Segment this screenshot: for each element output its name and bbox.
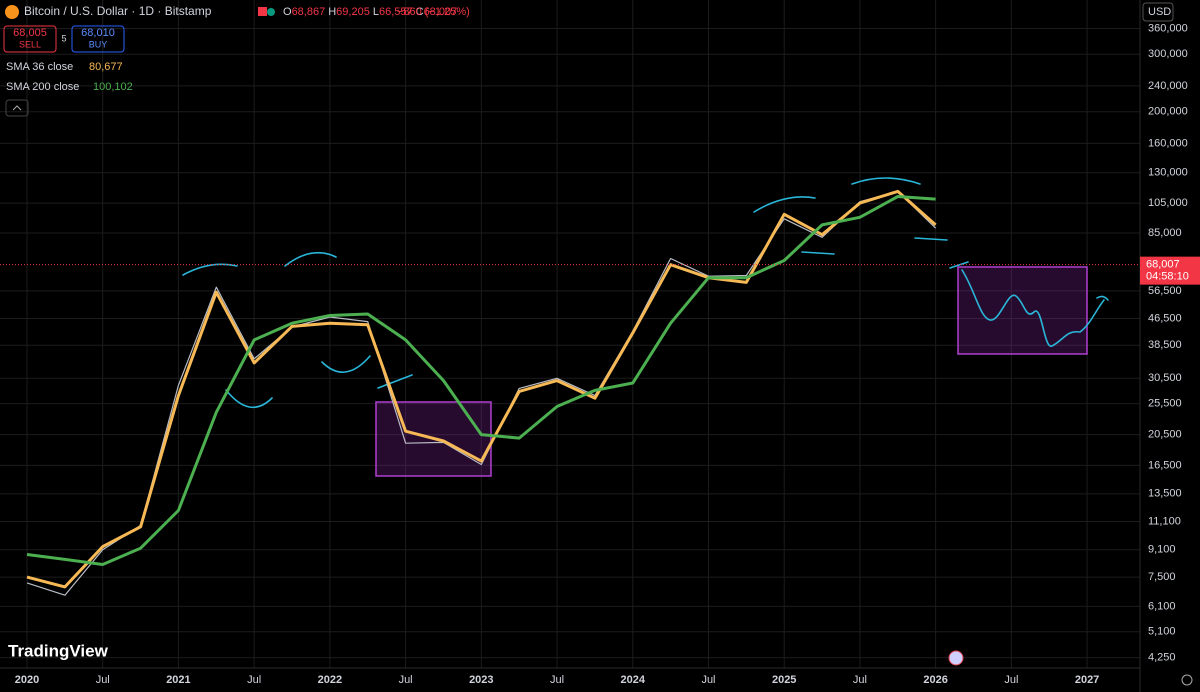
price-tag (1140, 256, 1200, 285)
y-tick-label: 240,000 (1148, 80, 1188, 92)
ohlc-label: C (416, 6, 424, 18)
drawn-arc (225, 389, 273, 408)
countdown: 04:58:10 (1146, 271, 1189, 283)
drawn-box (957, 266, 1088, 355)
currency-button[interactable] (1142, 2, 1174, 22)
x-tick-label: 2020 (15, 674, 39, 686)
y-tick-label: 360,000 (1148, 22, 1188, 34)
y-tick-label: 16,500 (1148, 459, 1182, 471)
x-tick-label: Jul (399, 674, 413, 686)
sell-label[interactable]: SELL (19, 39, 41, 49)
x-tick-label: 2025 (772, 674, 796, 686)
buy-price[interactable]: 68,010 (81, 27, 115, 39)
y-tick-label: 300,000 (1148, 48, 1188, 60)
settings-icon[interactable] (1181, 674, 1193, 686)
indicator-name: SMA 200 close (6, 81, 79, 93)
y-tick-label: 130,000 (1148, 167, 1188, 179)
drawn-line (949, 261, 969, 269)
ohlc: O 68,867 H 69,205 L 66,557 C 68,007 (283, 6, 457, 18)
ohlc-label: H (328, 6, 336, 18)
price-tag-value: 68,007 (1146, 259, 1180, 271)
y-tick-label: 46,500 (1148, 312, 1182, 324)
ohlc-value: 68,867 (292, 6, 326, 18)
x-tick-label: Jul (550, 674, 564, 686)
y-tick-label: 13,500 (1148, 488, 1182, 500)
sell-button[interactable] (3, 25, 57, 53)
y-tick-label: 6,100 (1148, 600, 1176, 612)
y-tick-label: 56,500 (1148, 285, 1182, 297)
sell-price[interactable]: 68,005 (13, 27, 47, 39)
drawn-line (914, 237, 948, 241)
y-tick-label: 4,250 (1148, 652, 1176, 664)
x-tick-label: 2024 (621, 674, 646, 686)
x-tick-label: Jul (701, 674, 715, 686)
collapse-button[interactable] (5, 99, 29, 117)
y-tick-label: 25,500 (1148, 398, 1182, 410)
y-tick-label: 7,500 (1148, 571, 1176, 583)
x-tick-label: Jul (247, 674, 261, 686)
y-tick-label: 200,000 (1148, 106, 1188, 118)
event-icon[interactable] (948, 650, 964, 666)
x-tick-label: 2023 (469, 674, 493, 686)
flag-icon (258, 7, 267, 16)
ohlc-value: 68,007 (424, 6, 458, 18)
y-tick-label: 105,000 (1148, 197, 1188, 209)
drawn-line (377, 374, 413, 389)
drawn-arc (182, 263, 238, 276)
x-tick-label: Jul (96, 674, 110, 686)
drawn-arrow (1096, 295, 1109, 301)
drawn-line (801, 251, 835, 255)
y-tick-label: 11,100 (1148, 515, 1181, 527)
y-tick-label: 20,500 (1148, 429, 1182, 441)
collapse-icon[interactable] (12, 105, 22, 111)
logo: TradingView (8, 641, 109, 660)
ohlc-value: 69,205 (336, 6, 370, 18)
axis: 4,250 5,100 6,100 7,500 9,100 11,100 13,500 16,… (15, 22, 1200, 686)
spread: 5 (61, 33, 66, 43)
buy-button[interactable] (71, 25, 125, 53)
x-tick-label: 2026 (923, 674, 947, 686)
drawn-arc (851, 177, 921, 185)
drawn-projection (961, 269, 1105, 347)
drawn-arc (753, 196, 816, 213)
drawn-arc (321, 355, 371, 373)
indicator-name: SMA 36 close (6, 61, 73, 73)
buy-label[interactable]: BUY (89, 39, 108, 49)
y-tick-label: 85,000 (1148, 227, 1182, 239)
symbol-title: Bitcoin / U.S. Dollar · 1D · Bitstamp (24, 4, 212, 18)
indicator-value: 80,677 (89, 61, 123, 73)
ohlc-label: L (373, 6, 379, 18)
ohlc-label: O (283, 6, 292, 18)
y-tick-label: 38,500 (1148, 339, 1182, 351)
currency[interactable]: USD (1148, 6, 1171, 18)
ohlc-value: 66,557 (379, 6, 413, 18)
y-tick-label: 5,100 (1148, 626, 1176, 638)
drawn-arc (284, 251, 337, 267)
x-tick-label: 2021 (166, 674, 190, 686)
indicator-value: 100,102 (93, 81, 133, 93)
sma-line (26, 195, 936, 566)
x-tick-label: Jul (1004, 674, 1018, 686)
y-tick-label: 9,100 (1148, 544, 1176, 556)
sma-line (26, 189, 937, 589)
x-tick-label: Jul (853, 674, 867, 686)
x-tick-label: 2022 (318, 674, 342, 686)
grid (0, 0, 1140, 668)
x-tick-label: 2027 (1075, 674, 1099, 686)
coin-icon (5, 5, 19, 19)
price-line (26, 190, 937, 596)
status-dot (267, 8, 275, 16)
y-tick-label: 30,500 (1148, 372, 1182, 384)
change: −860 (−1.25%) (397, 6, 470, 18)
y-tick-label: 160,000 (1148, 137, 1188, 149)
plot (0, 189, 1140, 596)
